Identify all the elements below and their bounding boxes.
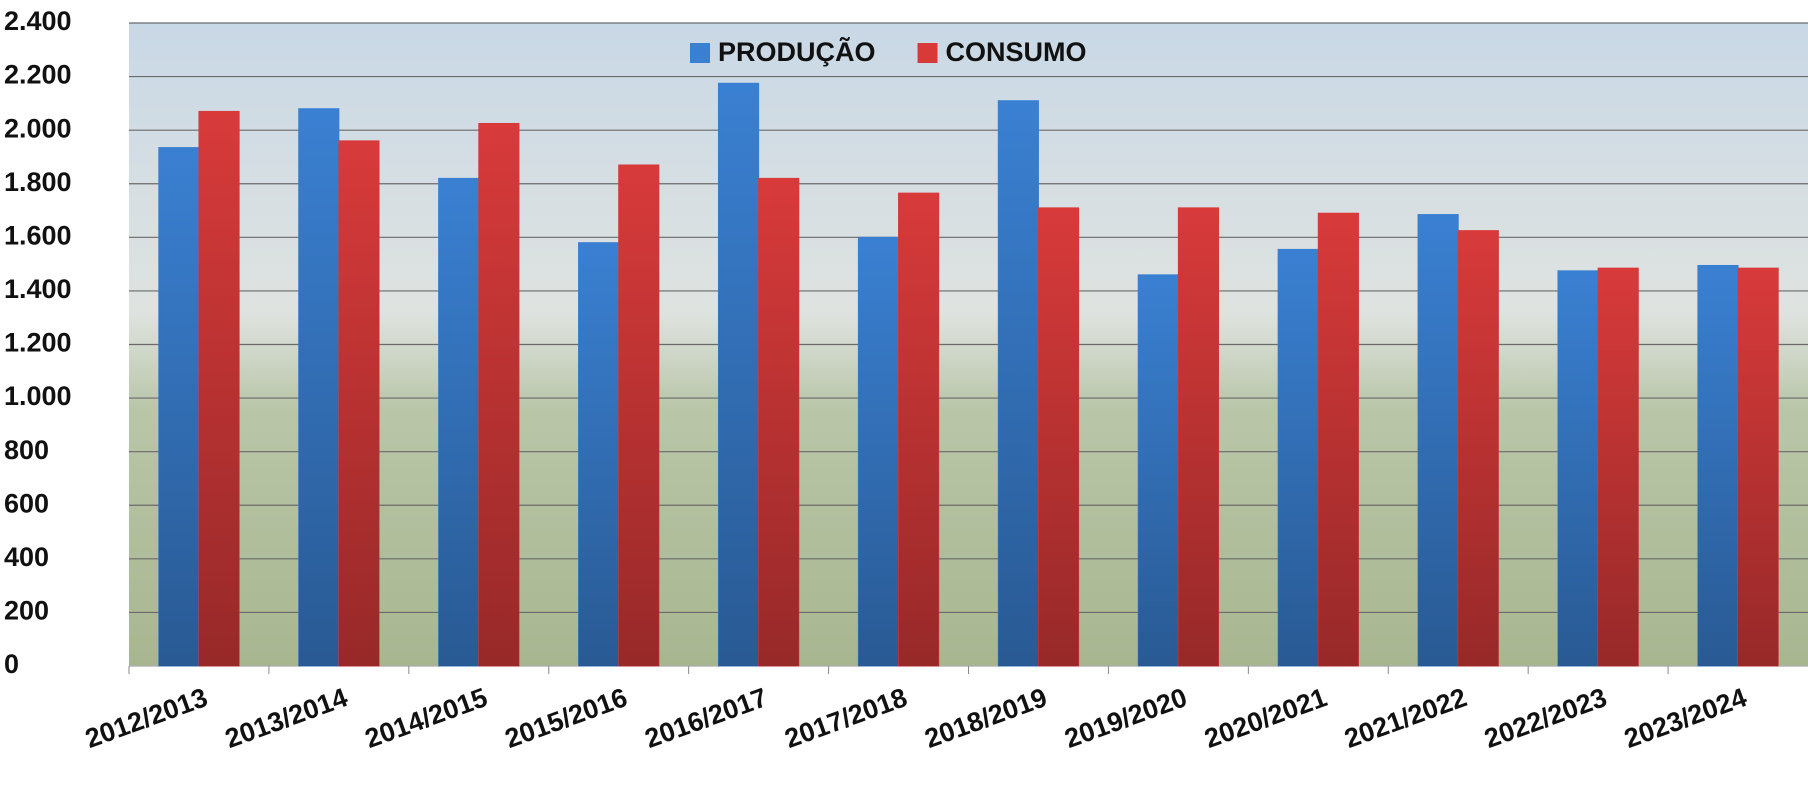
bar-shade xyxy=(478,123,519,666)
y-tick-label: 2.400 xyxy=(4,6,72,36)
y-tick-label: 1.200 xyxy=(4,328,72,358)
x-tick-label: 2021/2022 xyxy=(1340,682,1470,754)
x-tick-label: 2022/2023 xyxy=(1480,682,1610,754)
bar-shade xyxy=(898,193,939,667)
y-tick-label: 1.600 xyxy=(4,220,72,250)
bar-shade xyxy=(1278,249,1319,666)
bar-shade xyxy=(858,237,899,667)
y-tick-label: 1.400 xyxy=(4,274,72,304)
bar-shade xyxy=(1178,207,1219,667)
y-tick-label: 2.000 xyxy=(4,113,72,143)
y-tick-label: 1.000 xyxy=(4,381,72,411)
x-tick-label: 2019/2020 xyxy=(1061,682,1191,754)
bar-shade xyxy=(198,111,240,667)
legend-swatch xyxy=(690,43,710,63)
y-tick-label: 600 xyxy=(4,488,49,518)
bar-shade xyxy=(158,147,199,667)
bar-shade xyxy=(438,178,479,666)
legend-swatch xyxy=(917,43,938,63)
x-tick-label: 2015/2016 xyxy=(501,682,631,754)
y-tick-label: 200 xyxy=(4,596,49,626)
bar-shade xyxy=(998,100,1039,667)
x-tick-label: 2020/2021 xyxy=(1201,682,1331,754)
bar-shade xyxy=(1038,207,1079,667)
legend-label: PRODUÇÃO xyxy=(718,36,876,67)
y-tick-label: 0 xyxy=(4,649,19,679)
bar-shade xyxy=(338,140,380,667)
bar-shade xyxy=(1318,213,1359,667)
x-tick-label: 2023/2024 xyxy=(1620,682,1750,754)
y-tick-label: 800 xyxy=(4,435,49,465)
bar-shade xyxy=(298,108,339,666)
bar-shade xyxy=(1557,270,1599,666)
bar-shade xyxy=(618,164,659,666)
x-tick-label: 2013/2014 xyxy=(221,682,351,754)
x-tick-label: 2014/2015 xyxy=(361,682,491,754)
x-tick-label: 2016/2017 xyxy=(641,682,771,754)
bar-shade xyxy=(718,83,759,666)
bar-shade xyxy=(1598,268,1639,666)
x-tick-label: 2017/2018 xyxy=(781,682,911,754)
bar-shade xyxy=(1697,265,1739,666)
bar-shade xyxy=(1458,230,1499,666)
bar-shade xyxy=(578,242,619,667)
bar-shade xyxy=(1138,274,1179,666)
x-tick-label: 2018/2019 xyxy=(921,682,1051,754)
bar-shade xyxy=(1418,214,1459,666)
y-tick-label: 400 xyxy=(4,542,49,572)
y-tick-label: 1.800 xyxy=(4,167,72,197)
bar-shade xyxy=(1738,268,1779,666)
x-tick-label: 2012/2013 xyxy=(81,682,211,754)
legend-label: CONSUMO xyxy=(946,37,1087,67)
y-tick-label: 2.200 xyxy=(4,60,72,90)
bar-shade xyxy=(758,178,799,666)
